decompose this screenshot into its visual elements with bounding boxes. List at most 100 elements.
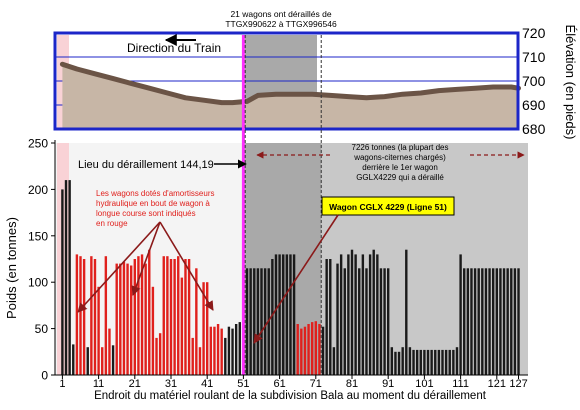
weight-bar — [401, 347, 404, 375]
weight-bar — [372, 249, 375, 375]
weight-bar — [213, 326, 216, 375]
callout-label: Wagon CGLX 4229 (Ligne 51) — [329, 202, 447, 212]
weight-bar — [253, 268, 256, 375]
weight-bar — [129, 265, 133, 375]
weight-x-tick-label: 101 — [415, 378, 433, 390]
weight-bar — [278, 254, 281, 375]
weight-bar — [289, 254, 292, 375]
callout-arrow — [253, 214, 339, 344]
elevation-frame — [53, 31, 520, 131]
weight-bar — [151, 286, 155, 375]
hydraulic-note: Les wagons dotés d'amortisseurs hydrauli… — [96, 189, 214, 228]
weight-bar — [318, 324, 321, 375]
weight-bar — [383, 268, 386, 375]
weight-bar — [285, 254, 289, 375]
weight-bar — [191, 337, 194, 375]
weight-bar — [187, 259, 191, 375]
weight-bar — [115, 263, 118, 375]
weight-bar — [510, 268, 513, 375]
weight-bar — [90, 256, 93, 375]
weight-bar — [216, 324, 220, 375]
weight-bar — [329, 259, 332, 375]
weight-bar — [79, 256, 82, 375]
hydraulic-arrow-1 — [77, 221, 161, 313]
weight-bar — [506, 268, 509, 375]
weight-bar — [256, 268, 260, 375]
weight-x-tick-label: 121 — [488, 378, 506, 390]
weight-bar — [314, 321, 317, 375]
weight-bar — [466, 268, 470, 375]
weight-bar — [397, 351, 401, 375]
weight-bar — [282, 254, 285, 375]
hydraulic-arrow-2 — [131, 221, 161, 296]
hydraulic-note-line2: hydraulique en bout de wagon à — [96, 199, 210, 208]
weight-bar — [238, 322, 241, 375]
weight-bar — [310, 322, 314, 375]
weight-bar — [325, 259, 328, 375]
derailed-wagons-note: 21 wagons ont déraillés de TTGX990622 à … — [225, 9, 337, 29]
weight-x-tick-label: 91 — [382, 378, 394, 390]
weight-bar — [379, 268, 383, 375]
weight-bar — [72, 344, 75, 375]
weight-bar — [249, 268, 252, 375]
callout-box — [321, 196, 455, 216]
weight-x-tick-label: 51 — [237, 378, 249, 390]
hydraulic-note-line1: Les wagons dotés d'amortisseurs — [96, 189, 214, 198]
elevation-axis-label: Élévation (en pieds) — [563, 25, 578, 140]
weight-bar — [321, 326, 325, 375]
tonnage-note-line3: derrière le 1er wagon — [362, 163, 438, 172]
weight-bar — [140, 254, 144, 375]
weight-bar — [245, 268, 249, 375]
weight-x-tick-label: 1 — [59, 378, 65, 390]
elevation-tick-label: 710 — [522, 49, 546, 65]
weight-bar — [387, 268, 390, 375]
weight-bar — [166, 256, 169, 375]
weight-bar — [119, 263, 122, 375]
weight-bar — [61, 189, 64, 375]
weight-bar — [231, 328, 234, 375]
weight-bar — [155, 337, 158, 375]
hydraulic-note-line3: longue course sont indiqués — [96, 209, 196, 218]
weight-bar — [358, 268, 361, 375]
weight-bar — [455, 347, 459, 375]
weight-bar — [224, 337, 227, 375]
weight-bar — [354, 254, 357, 375]
weight-bar — [202, 282, 205, 375]
weight-bar — [488, 268, 491, 375]
hydraulic-note-line4: en rouge — [96, 219, 128, 228]
weight-bar — [227, 326, 231, 375]
weight-bar — [144, 263, 147, 375]
weight-bar — [452, 349, 455, 375]
weight-y-tick-label: 0 — [41, 369, 48, 383]
elevation-tick-label: 720 — [522, 25, 546, 41]
weight-bar — [473, 268, 477, 375]
weight-bar — [481, 268, 484, 375]
hydraulic-arrow-3 — [159, 221, 214, 311]
weight-bar — [434, 349, 437, 375]
derail-location-label: Lieu du déraillement 144,19 — [78, 159, 214, 171]
weight-bar — [412, 349, 415, 375]
weight-axis-label: Poids (en tonnes) — [4, 217, 19, 319]
weight-bar — [220, 328, 223, 375]
weight-y-tick-label: 150 — [28, 229, 48, 243]
weight-bar — [274, 254, 278, 375]
tonnage-note-line4: GGLX4229 qui a déraillé — [356, 173, 444, 182]
weight-x-tick-label: 21 — [129, 378, 141, 390]
weight-bar — [361, 254, 365, 375]
elevation-tick-label: 690 — [522, 97, 546, 113]
weight-bar — [137, 256, 140, 375]
weight-bar — [177, 256, 180, 375]
weight-x-tick-label: 127 — [509, 378, 527, 390]
weight-bar — [97, 286, 100, 375]
weight-bar — [198, 347, 202, 375]
weight-bar — [169, 259, 173, 375]
weight-bar — [209, 326, 213, 375]
direction-label: Direction du Train — [127, 41, 221, 55]
weight-bar — [180, 277, 184, 375]
weight-y-tick-label: 100 — [28, 276, 48, 290]
weight-bar — [108, 328, 111, 375]
weight-bar — [296, 324, 299, 375]
weight-bar — [470, 268, 473, 375]
weight-x-tick-label: 111 — [452, 378, 469, 390]
